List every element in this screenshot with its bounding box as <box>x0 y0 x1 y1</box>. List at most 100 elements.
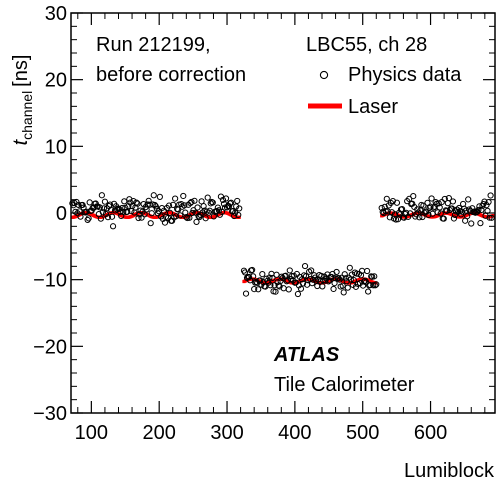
physics-point <box>186 214 193 221</box>
physics-point <box>388 209 395 216</box>
physics-point <box>458 208 466 215</box>
physics-point <box>338 274 345 281</box>
physics-point <box>96 204 103 211</box>
physics-point <box>192 209 199 216</box>
physics-point <box>188 198 195 206</box>
physics-point <box>328 273 335 281</box>
physics-point <box>172 195 179 202</box>
physics-point <box>147 220 154 227</box>
physics-point <box>235 211 242 219</box>
y-axis-label: tchannel [ns] <box>10 55 35 146</box>
physics-point <box>135 214 142 222</box>
physics-point <box>386 214 393 221</box>
physics-point <box>394 216 402 223</box>
physics-point <box>475 206 482 214</box>
channel-label: LBC55, ch 28 <box>306 34 427 56</box>
physics-point <box>393 199 401 206</box>
physics-point <box>463 207 470 214</box>
physics-point <box>350 277 357 284</box>
physics-point <box>330 285 337 293</box>
physics-point <box>363 279 370 286</box>
physics-point <box>378 204 385 212</box>
physics-point <box>233 203 240 210</box>
physics-point <box>346 264 353 271</box>
physics-point <box>477 220 484 227</box>
physics-point <box>109 223 117 230</box>
physics-point <box>340 289 347 296</box>
physics-point <box>357 272 365 279</box>
physics-point <box>384 208 391 215</box>
physics-point <box>361 277 369 284</box>
physics-point <box>430 204 437 211</box>
physics-point <box>145 197 152 204</box>
physics-point <box>191 197 198 204</box>
x-tick-label: 100 <box>75 422 108 444</box>
physics-point <box>77 213 84 220</box>
physics-point <box>228 199 235 206</box>
physics-point <box>273 271 280 278</box>
physics-point <box>487 192 494 199</box>
physics-point <box>344 284 351 291</box>
physics-point <box>416 214 423 221</box>
physics-point <box>450 215 458 222</box>
y-tick-label: 30 <box>45 3 67 25</box>
physics-point <box>299 280 307 287</box>
physics-point <box>297 285 305 292</box>
physics-point <box>250 273 257 280</box>
physics-point <box>75 201 82 209</box>
physics-point <box>86 199 93 206</box>
physics-point <box>189 209 196 217</box>
physics-point <box>134 200 141 207</box>
physics-point <box>381 203 388 210</box>
y-tick-label: −10 <box>33 270 67 292</box>
physics-point <box>178 200 185 208</box>
physics-point <box>483 202 490 209</box>
physics-point <box>445 194 452 202</box>
physics-point <box>441 195 448 203</box>
physics-point <box>319 283 326 290</box>
physics-point <box>286 267 293 274</box>
physics-point <box>156 193 163 200</box>
physics-point <box>148 210 155 217</box>
physics-point <box>371 273 378 280</box>
physics-point <box>161 219 169 226</box>
physics-point <box>410 193 417 200</box>
physics-point <box>249 266 256 274</box>
y-tick-label: 0 <box>56 203 67 225</box>
x-tick-label: 300 <box>210 422 243 444</box>
physics-point <box>204 194 211 201</box>
physics-point <box>339 282 346 289</box>
physics-point <box>486 214 493 221</box>
physics-point <box>165 202 173 209</box>
physics-point <box>485 198 492 206</box>
physics-point <box>236 205 243 212</box>
y-axis-label-main: t <box>10 138 32 145</box>
physics-point <box>251 286 258 293</box>
physics-point <box>259 270 266 278</box>
physics-point <box>218 208 226 216</box>
physics-point <box>301 262 309 270</box>
physics-point <box>272 288 279 295</box>
physics-point <box>98 192 105 199</box>
physics-point <box>294 290 302 298</box>
physics-point <box>407 210 414 217</box>
physics-point <box>104 214 112 221</box>
physics-point <box>364 267 371 275</box>
y-tick-label: −20 <box>33 336 67 358</box>
y-axis-label-sub: channel <box>19 91 35 140</box>
physics-point <box>406 195 413 202</box>
physics-point <box>150 192 157 199</box>
physics-point <box>133 199 140 206</box>
physics-point <box>138 214 145 221</box>
physics-point <box>269 274 276 282</box>
physics-point <box>183 214 190 221</box>
physics-point <box>465 196 472 203</box>
physics-point <box>424 199 431 206</box>
x-tick-label: 200 <box>143 422 176 444</box>
physics-point <box>425 211 432 218</box>
physics-point <box>468 220 475 227</box>
physics-point <box>200 203 207 210</box>
physics-point <box>423 208 430 215</box>
x-tick-label: 500 <box>346 422 379 444</box>
